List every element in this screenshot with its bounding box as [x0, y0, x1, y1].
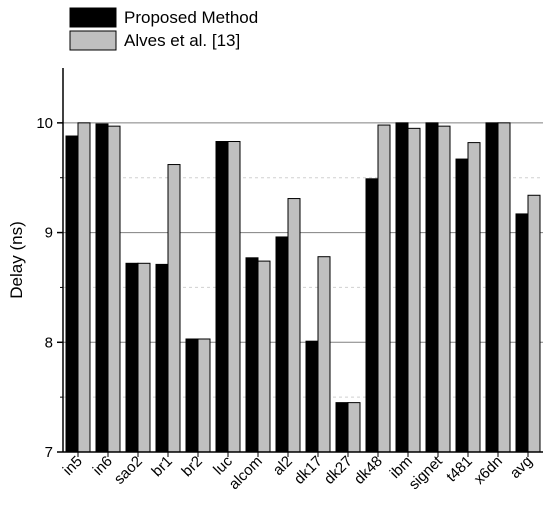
bar-dk27-alves: [347, 402, 361, 453]
bar-avg-alves: [527, 194, 541, 453]
category-label-in5: in5: [60, 453, 86, 479]
legend-label-proposed: Proposed Method: [124, 8, 258, 27]
y-tick-label-8: 8: [45, 334, 53, 351]
bar-ibm-proposed: [395, 122, 409, 453]
bar-x6dn-alves: [497, 122, 511, 453]
bar-in6-alves: [107, 125, 121, 453]
bar-al2-alves: [287, 198, 301, 453]
bar-luc-alves: [227, 141, 241, 453]
bar-br1-proposed: [155, 263, 169, 453]
legend-swatch-alves: [69, 30, 117, 51]
category-label-x6dn: x6dn: [471, 453, 506, 488]
bar-avg-proposed: [515, 213, 529, 453]
category-label-sao2: sao2: [111, 453, 146, 488]
category-label-t481: t481: [443, 453, 476, 486]
bar-alcom-proposed: [245, 257, 259, 453]
bar-br1-alves: [167, 164, 181, 453]
bar-ibm-alves: [407, 127, 421, 453]
bar-signet-alves: [437, 125, 451, 453]
y-tick-label-9: 9: [45, 225, 53, 242]
legend-swatch-proposed: [69, 7, 117, 28]
bar-in5-alves: [77, 122, 91, 453]
bar-dk48-alves: [377, 124, 391, 453]
category-label-dk48: dk48: [351, 453, 386, 488]
bar-dk17-alves: [317, 256, 331, 453]
bar-in6-proposed: [95, 123, 109, 453]
category-label-br1: br1: [148, 453, 175, 480]
bar-al2-proposed: [275, 236, 289, 453]
bar-luc-proposed: [215, 141, 229, 453]
bar-signet-proposed: [425, 122, 439, 453]
category-label-br2: br2: [178, 453, 205, 480]
bar-t481-proposed: [455, 158, 469, 453]
bar-br2-alves: [197, 338, 211, 453]
y-axis-title: Delay (ns): [7, 221, 26, 298]
bar-br2-proposed: [185, 338, 199, 453]
axes: [57, 68, 543, 457]
y-tick-label-10: 10: [36, 115, 53, 132]
category-label-avg: avg: [507, 453, 536, 482]
bar-x6dn-proposed: [485, 122, 499, 453]
legend: Proposed Method Alves et al. [13]: [69, 7, 258, 51]
bar-sao2-alves: [137, 262, 151, 453]
category-label-dk17: dk17: [291, 453, 326, 488]
bar-sao2-proposed: [125, 262, 139, 453]
category-label-alcom: alcom: [226, 453, 266, 493]
y-tick-label-7: 7: [45, 444, 53, 461]
bar-t481-alves: [467, 142, 481, 453]
bar-dk48-proposed: [365, 178, 379, 453]
bar-dk27-proposed: [335, 402, 349, 453]
bar-dk17-proposed: [305, 340, 319, 453]
legend-label-alves: Alves et al. [13]: [124, 31, 240, 50]
bar-alcom-alves: [257, 260, 271, 453]
bar-in5-proposed: [65, 135, 79, 453]
category-label-dk27: dk27: [321, 453, 356, 488]
category-label-signet: signet: [406, 452, 447, 493]
